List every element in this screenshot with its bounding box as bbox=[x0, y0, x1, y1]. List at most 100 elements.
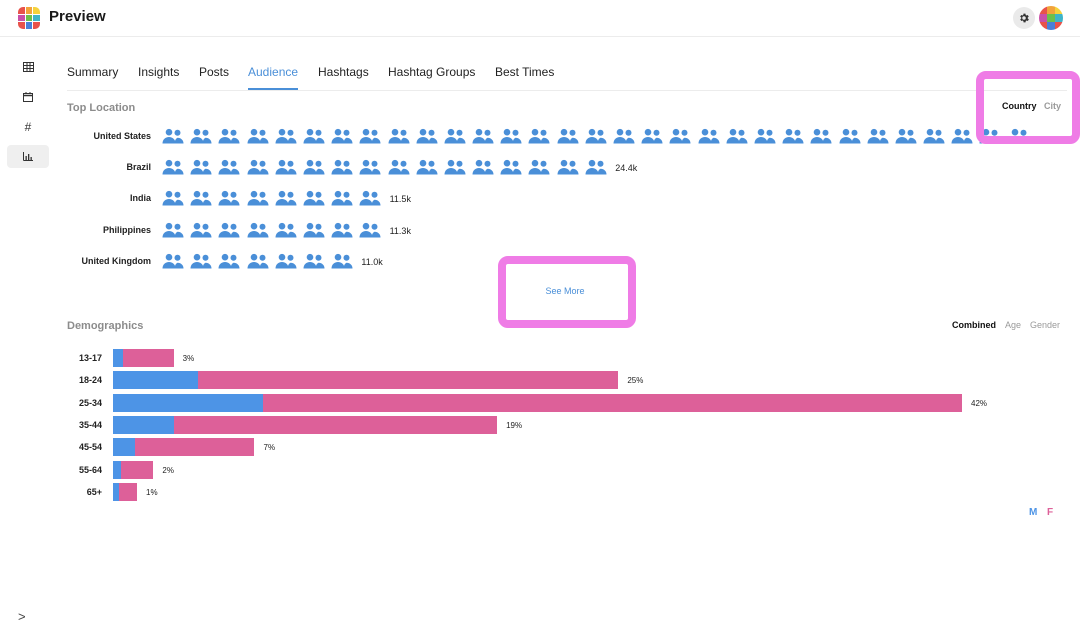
location-row: United States bbox=[0, 128, 1080, 148]
user-group-icon bbox=[190, 253, 212, 269]
hashtag-icon: # bbox=[24, 119, 32, 134]
user-group-icon bbox=[416, 159, 438, 175]
user-group-icon bbox=[782, 128, 804, 144]
user-group-icon bbox=[557, 128, 579, 144]
expand-sidebar-chevron-icon[interactable]: > bbox=[18, 609, 26, 624]
female-bar[interactable] bbox=[197, 371, 619, 389]
female-bar[interactable] bbox=[135, 438, 255, 456]
user-group-icon bbox=[331, 190, 353, 206]
user-group-icon bbox=[331, 222, 353, 238]
sidebar: # > bbox=[0, 37, 56, 631]
user-group-icon bbox=[247, 253, 269, 269]
gear-icon bbox=[1020, 13, 1029, 23]
female-bar[interactable] bbox=[173, 416, 498, 434]
combined-toggle[interactable]: Combined bbox=[952, 320, 996, 330]
user-group-icon bbox=[444, 159, 466, 175]
female-bar[interactable] bbox=[262, 394, 962, 412]
age-bar-row: 13-17 3% bbox=[0, 349, 1080, 367]
user-group-icon bbox=[190, 128, 212, 144]
tab-audience[interactable]: Audience bbox=[248, 65, 299, 90]
country-toggle-highlight bbox=[976, 71, 1080, 144]
user-group-icon bbox=[359, 159, 381, 175]
see-more-link[interactable]: See More bbox=[545, 286, 585, 296]
user-group-icon bbox=[613, 128, 635, 144]
age-bar-row: 65+ 1% bbox=[0, 483, 1080, 501]
sidebar-item-calendar[interactable] bbox=[7, 85, 49, 108]
tab-posts[interactable]: Posts bbox=[199, 65, 230, 79]
user-group-icon bbox=[190, 190, 212, 206]
tab-hashtag-groups[interactable]: Hashtag Groups bbox=[388, 65, 476, 79]
legend-female: F bbox=[1047, 507, 1054, 518]
male-bar[interactable] bbox=[113, 438, 136, 456]
user-group-icon bbox=[698, 128, 720, 144]
user-group-icon bbox=[190, 159, 212, 175]
user-group-icon bbox=[303, 128, 325, 144]
male-bar[interactable] bbox=[113, 416, 174, 434]
gender-toggle[interactable]: Gender bbox=[1030, 320, 1061, 330]
tab-summary[interactable]: Summary bbox=[67, 65, 119, 79]
female-bar[interactable] bbox=[121, 461, 154, 479]
age-percent: 42% bbox=[971, 399, 988, 408]
male-bar[interactable] bbox=[113, 461, 122, 479]
location-icon-bar bbox=[162, 128, 1036, 148]
location-icon-bar bbox=[162, 190, 388, 210]
user-group-icon bbox=[190, 222, 212, 238]
age-bar-row: 35-44 19% bbox=[0, 416, 1080, 434]
user-group-icon bbox=[247, 128, 269, 144]
user-group-icon bbox=[275, 128, 297, 144]
user-group-icon bbox=[472, 128, 494, 144]
tab-insights[interactable]: Insights bbox=[138, 65, 180, 79]
settings-button[interactable] bbox=[1013, 7, 1035, 29]
user-group-icon bbox=[585, 128, 607, 144]
user-group-icon bbox=[500, 159, 522, 175]
user-group-icon bbox=[951, 128, 973, 144]
tab-hashtags[interactable]: Hashtags bbox=[318, 65, 369, 79]
location-row: India 11.5k bbox=[0, 190, 1080, 210]
user-group-icon bbox=[500, 128, 522, 144]
user-group-icon bbox=[331, 128, 353, 144]
user-avatar[interactable] bbox=[1039, 6, 1063, 30]
location-value: 11.3k bbox=[389, 226, 411, 236]
user-group-icon bbox=[444, 128, 466, 144]
user-group-icon bbox=[359, 128, 381, 144]
location-name: United States bbox=[93, 131, 151, 141]
preview-logo-icon[interactable] bbox=[18, 7, 40, 29]
location-value: 11.5k bbox=[389, 194, 411, 204]
location-row: Brazil 24.4k bbox=[0, 159, 1080, 179]
user-group-icon bbox=[839, 128, 861, 144]
country-toggle[interactable]: Country bbox=[1002, 101, 1037, 111]
user-group-icon bbox=[162, 222, 184, 238]
user-group-icon bbox=[810, 128, 832, 144]
age-bar-row: 45-54 7% bbox=[0, 438, 1080, 456]
user-group-icon bbox=[218, 190, 240, 206]
sidebar-item-grid[interactable] bbox=[7, 55, 49, 78]
user-group-icon bbox=[557, 159, 579, 175]
user-group-icon bbox=[388, 159, 410, 175]
male-bar[interactable] bbox=[113, 483, 120, 501]
city-toggle[interactable]: City bbox=[1044, 101, 1062, 111]
sidebar-item-hashtags[interactable]: # bbox=[7, 115, 49, 138]
age-label: 55-64 bbox=[78, 465, 102, 475]
user-group-icon bbox=[162, 159, 184, 175]
user-group-icon bbox=[275, 253, 297, 269]
bar-chart-icon bbox=[23, 152, 33, 161]
age-toggle[interactable]: Age bbox=[1005, 320, 1022, 330]
tab-best-times[interactable]: Best Times bbox=[495, 65, 555, 79]
user-group-icon bbox=[528, 128, 550, 144]
user-group-icon bbox=[895, 128, 917, 144]
male-bar[interactable] bbox=[113, 394, 263, 412]
user-group-icon bbox=[218, 159, 240, 175]
user-group-icon bbox=[585, 159, 607, 175]
user-group-icon bbox=[247, 159, 269, 175]
see-more-highlight bbox=[498, 256, 636, 328]
male-bar[interactable] bbox=[113, 371, 198, 389]
user-group-icon bbox=[754, 128, 776, 144]
age-bar-row: 25-34 42% bbox=[0, 394, 1080, 412]
user-group-icon bbox=[275, 159, 297, 175]
location-name: United Kingdom bbox=[81, 256, 152, 266]
user-group-icon bbox=[669, 128, 691, 144]
female-bar[interactable] bbox=[123, 349, 174, 367]
male-bar[interactable] bbox=[113, 349, 124, 367]
sidebar-item-analytics[interactable] bbox=[7, 145, 49, 168]
female-bar[interactable] bbox=[119, 483, 137, 501]
